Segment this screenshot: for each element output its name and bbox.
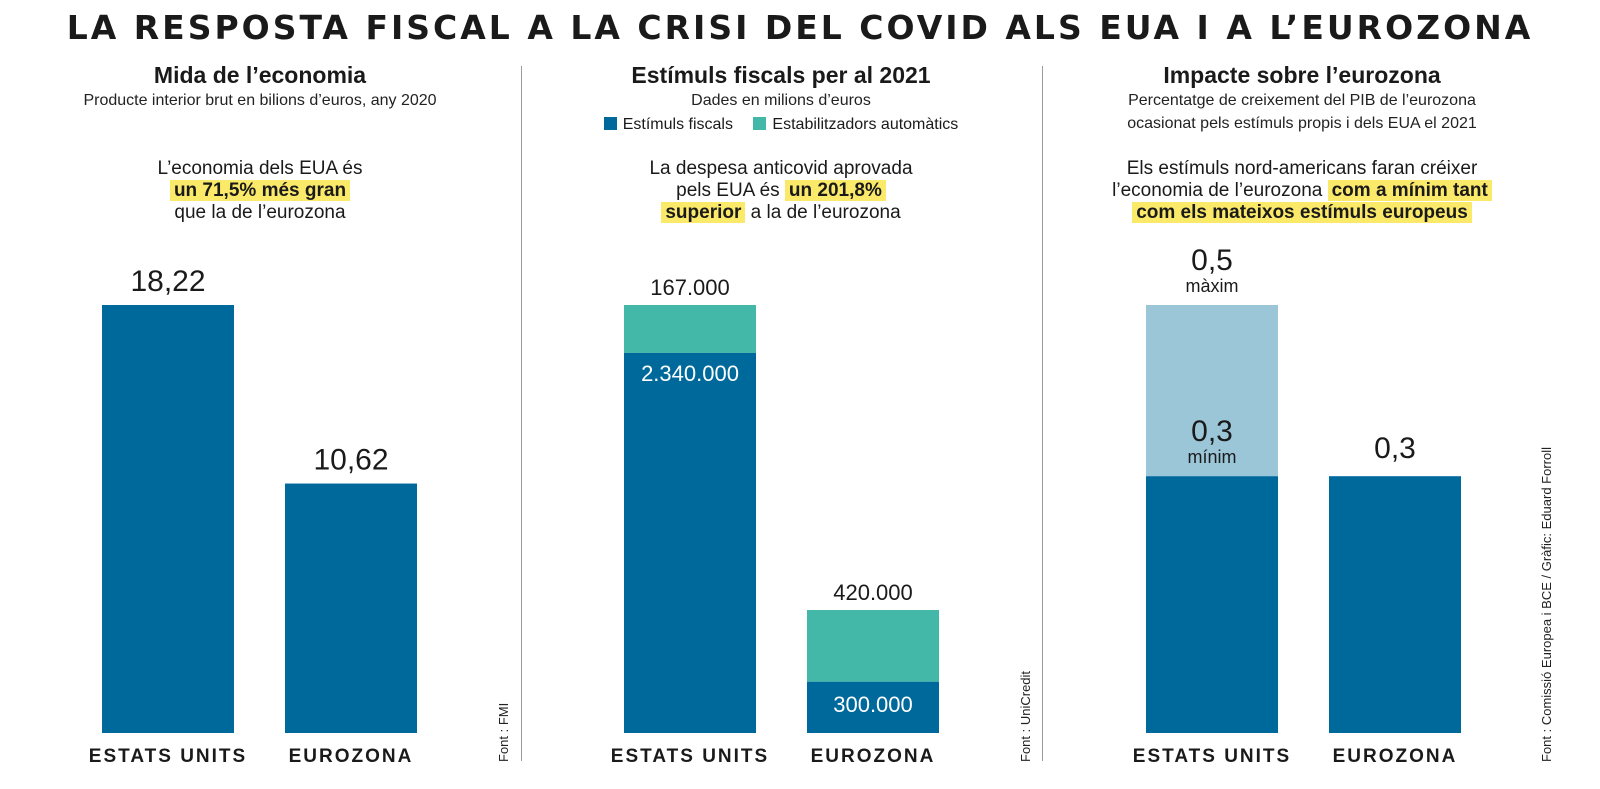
- panel-note: Els estímuls nord-americans faran créixe…: [1042, 158, 1562, 224]
- data-label-stabilizers-1: 420.000: [833, 580, 913, 605]
- data-label-min-0: 0,3: [1191, 415, 1233, 448]
- note-line: que la de l’eurozona: [174, 202, 346, 223]
- panel-title: Impacte sobre l’eurozona: [1163, 62, 1441, 88]
- bar-fiscal-0: [624, 352, 756, 733]
- panel-economy-size: Mida de l’economia Producte interior bru…: [0, 60, 520, 789]
- bar-stabilizers-1: [807, 610, 939, 682]
- panel-separator: [1042, 66, 1043, 761]
- data-label-gdp-1: 10,62: [313, 444, 388, 477]
- main-title: LA RESPOSTA FISCAL A LA CRISI DEL COVID …: [66, 8, 1534, 47]
- legend-swatch-fiscal: [603, 117, 617, 130]
- category-label: ESTATS UNITS: [611, 746, 769, 767]
- note-highlight: un 71,5% més gran: [169, 180, 351, 201]
- data-label-stabilizers-0: 167.000: [650, 275, 730, 300]
- data-label-max-0: 0,5: [1191, 244, 1233, 277]
- category-label: EUROZONA: [811, 746, 936, 767]
- annotation-min: mínim: [1188, 447, 1237, 467]
- panel-eurozone-impact: Impacte sobre l’eurozona Percentatge de …: [1042, 60, 1562, 789]
- legend: Estímuls fiscals Estabilitzadors automàt…: [521, 116, 1041, 134]
- bar-gdp-1: [285, 483, 417, 733]
- panel-note: L’economia dels EUA és un 71,5% més gran…: [0, 158, 520, 224]
- bar-stabilizers-0: [624, 305, 756, 353]
- panel-subtitle: Producte interior brut en bilions d’euro…: [83, 92, 437, 109]
- legend-item: Estímuls fiscals: [603, 116, 733, 133]
- category-label: EUROZONA: [1333, 746, 1458, 767]
- note-highlight: com a mínim tant: [1327, 180, 1492, 201]
- category-label: EUROZONA: [289, 746, 414, 767]
- bar-min-0: [1146, 476, 1278, 733]
- note-highlight: com els mateixos estímuls europeus: [1132, 202, 1472, 223]
- bar-gdp-0: [102, 305, 234, 733]
- note-line: L’economia dels EUA és: [157, 158, 363, 179]
- legend-swatch-stabilizers: [753, 117, 767, 130]
- panel-separator: [521, 66, 522, 761]
- panel-fiscal-stimulus: Estímuls fiscals per al 2021 Dades en mi…: [521, 60, 1041, 789]
- panel-subtitle: Dades en milions d’euros: [691, 92, 871, 109]
- data-label-min-1: 0,3: [1374, 432, 1416, 465]
- annotation-max: màxim: [1186, 276, 1239, 296]
- panel-title: Estímuls fiscals per al 2021: [631, 62, 931, 88]
- category-label: ESTATS UNITS: [89, 746, 247, 767]
- note-highlight: superior: [661, 202, 746, 223]
- panel-subtitle: ocasionat pels estímuls propis i dels EU…: [1127, 115, 1477, 132]
- panel-subtitle: Percentatge de creixement del PIB de l’e…: [1128, 92, 1476, 109]
- category-label: ESTATS UNITS: [1133, 746, 1291, 767]
- bar-max-0: [1146, 305, 1278, 477]
- data-label-fiscal-0: 2.340.000: [641, 361, 739, 386]
- note-line: La despesa anticovid aprovada: [649, 158, 913, 179]
- bar-fiscal-1: [807, 681, 939, 733]
- panel-title: Mida de l’economia: [153, 62, 367, 88]
- note-highlight: un 201,8%: [784, 180, 886, 201]
- legend-item: Estabilitzadors automàtics: [753, 116, 958, 133]
- note-line: Els estímuls nord-americans faran créixe…: [1126, 158, 1478, 179]
- data-label-gdp-0: 18,22: [130, 265, 205, 298]
- panel-note: La despesa anticovid aprovada pels EUA é…: [521, 158, 1041, 224]
- bar-min-1: [1329, 476, 1461, 733]
- data-label-fiscal-1: 300.000: [833, 692, 913, 717]
